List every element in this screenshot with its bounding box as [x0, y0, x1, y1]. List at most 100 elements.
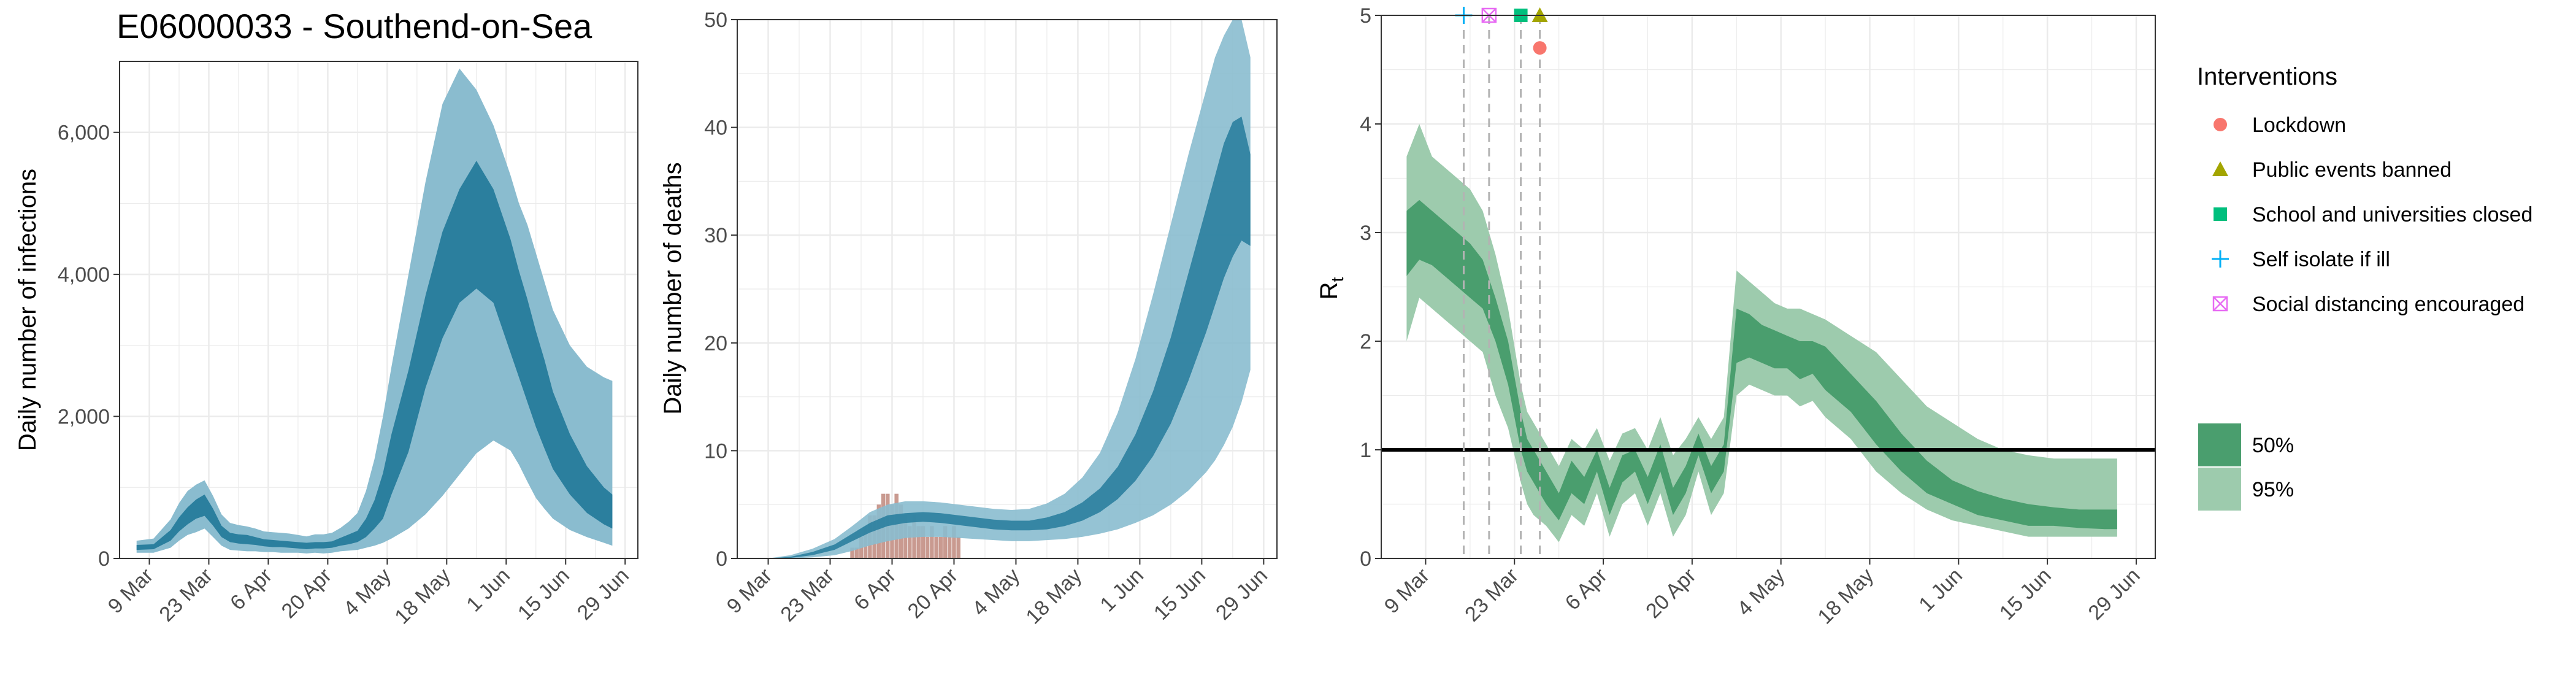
deaths-bar — [925, 536, 930, 558]
legend-item: Social distancing encouraged — [2212, 293, 2524, 316]
legend-interventions: Lockdown Public events banned School and u… — [2212, 114, 2532, 316]
legend-band-label: 50% — [2252, 434, 2294, 457]
deaths-bar — [908, 526, 912, 558]
legend-marker — [2212, 161, 2228, 176]
deaths-bands — [768, 20, 1251, 558]
deaths-y-tick-label: 10 — [704, 439, 727, 463]
legend-item: Public events banned — [2212, 158, 2451, 182]
infections-y-tick-label: 0 — [98, 547, 110, 571]
infections-y-tick-label: 6,000 — [58, 122, 110, 145]
infections-y-ticks: 0 2,000 4,000 6,000 — [58, 122, 120, 571]
legend-item-label: School and universities closed — [2252, 203, 2532, 226]
deaths-y-tick-label: 0 — [716, 547, 727, 571]
legend-marker — [2214, 207, 2227, 221]
infections-x-tick-label: 6 Apr — [226, 564, 277, 615]
infections-bands — [136, 68, 613, 554]
rt-y-tick-label: 1 — [1360, 439, 1371, 462]
rt-x-tick-label: 4 May — [1733, 564, 1789, 620]
infections-x-tick-label: 20 Apr — [277, 564, 336, 623]
deaths-bar — [943, 526, 948, 558]
deaths-bar — [921, 526, 926, 558]
legend-marker — [2214, 118, 2227, 131]
infections-band-50 — [136, 161, 613, 550]
infections-x-tick-label: 15 Jun — [513, 564, 574, 625]
deaths-x-tick-label: 20 Apr — [903, 564, 962, 623]
rt-y-ticks: 0 1 2 3 4 5 — [1360, 4, 1381, 571]
deaths-y-axis-label: Daily number of deaths — [659, 162, 686, 414]
legend-marker — [2212, 250, 2229, 268]
legend-bands: 50% 95% — [2198, 423, 2294, 511]
deaths-y-tick-label: 30 — [704, 224, 727, 247]
infections-panel-border — [119, 61, 638, 559]
infections-x-tick-label: 29 Jun — [573, 564, 634, 625]
chart-title: E06000033 - Southend-on-Sea — [117, 7, 592, 45]
deaths-bar — [916, 526, 921, 558]
deaths-y-tick-label: 20 — [704, 332, 727, 355]
deaths-x-tick-label: 6 Apr — [849, 564, 900, 615]
legend-item: Lockdown — [2214, 114, 2346, 137]
deaths-bar — [938, 536, 943, 558]
legend-item: Self isolate if ill — [2212, 248, 2390, 271]
legend-item-label: Social distancing encouraged — [2252, 293, 2524, 316]
legend-band-swatch — [2198, 468, 2241, 511]
deaths-bar — [947, 536, 952, 558]
rt-x-tick-label: 15 Jun — [1995, 564, 2056, 625]
deaths-x-tick-label: 15 Jun — [1149, 564, 1210, 625]
deaths-x-tick-label: 23 Mar — [776, 564, 838, 627]
rt-y-axis-label-main: R — [1316, 282, 1343, 299]
rt-y-axis-label-subscript: t — [1328, 277, 1347, 282]
infections-x-tick-label: 4 May — [339, 564, 396, 620]
legend-item-label: Lockdown — [2252, 114, 2346, 137]
rt-x-tick-label: 1 Jun — [1914, 564, 1967, 617]
intervention-marker — [1533, 41, 1547, 55]
deaths-bar — [956, 536, 960, 558]
deaths-bar — [854, 547, 859, 558]
infections-y-tick-label: 4,000 — [58, 263, 110, 287]
deaths-y-tick-label: 40 — [704, 117, 727, 140]
legend-item: School and universities closed — [2214, 203, 2532, 226]
deaths-band-95 — [768, 20, 1251, 558]
rt-x-tick-label: 6 Apr — [1561, 564, 1612, 615]
infections-y-axis-label: Daily number of infections — [14, 169, 41, 451]
deaths-x-tick-label: 18 May — [1021, 564, 1086, 629]
rt-y-tick-label: 5 — [1360, 4, 1371, 28]
infections-x-tick-label: 23 Mar — [155, 564, 217, 627]
rt-y-tick-label: 4 — [1360, 113, 1371, 136]
deaths-x-tick-label: 29 Jun — [1211, 564, 1272, 625]
rt-y-tick-label: 2 — [1360, 330, 1371, 353]
deaths-bar — [934, 536, 938, 558]
legend-marker — [2212, 296, 2228, 312]
rt-x-tick-label: 20 Apr — [1641, 564, 1700, 623]
legend: Interventions Lockdown Public events bann… — [2197, 63, 2532, 511]
legend-band-item: 95% — [2198, 468, 2294, 511]
legend-item-label: Public events banned — [2252, 158, 2451, 182]
deaths-bar — [952, 526, 956, 558]
rt-y-tick-label: 0 — [1360, 547, 1371, 571]
rt-panel: 0 1 2 3 4 5 9 Mar 23 Mar 6 Apr 20 Apr 4 May 18 May… — [1316, 4, 2156, 629]
rt-intervention-lines — [1462, 15, 1541, 558]
deaths-band-50 — [768, 117, 1251, 558]
infections-x-tick-label: 9 Mar — [104, 564, 158, 618]
rt-x-tick-label: 18 May — [1813, 564, 1878, 629]
deaths-y-ticks: 0 10 20 30 40 50 — [704, 9, 737, 571]
deaths-y-tick-label: 50 — [704, 9, 727, 32]
deaths-panel: 0 10 20 30 40 50 9 Mar 23 Mar 6 Apr 20 Apr 4 May1… — [659, 9, 1278, 628]
legend-interventions-title: Interventions — [2197, 63, 2337, 90]
rt-bands — [1406, 124, 2117, 542]
legend-item-label: Self isolate if ill — [2252, 248, 2390, 271]
deaths-x-tick-label: 1 Jun — [1095, 564, 1148, 617]
deaths-bar — [930, 526, 934, 558]
infections-x-tick-label: 1 Jun — [462, 564, 515, 617]
rt-x-tick-label: 23 Mar — [1460, 564, 1523, 627]
deaths-panel-border — [737, 19, 1278, 559]
deaths-x-tick-label: 4 May — [968, 564, 1024, 620]
rt-panel-border — [1381, 15, 2156, 559]
infections-y-tick-label: 2,000 — [58, 406, 110, 429]
deaths-bar — [850, 547, 854, 558]
legend-band-swatch — [2198, 423, 2241, 466]
rt-x-tick-label: 29 Jun — [2084, 564, 2145, 625]
rt-y-tick-label: 3 — [1360, 222, 1371, 245]
